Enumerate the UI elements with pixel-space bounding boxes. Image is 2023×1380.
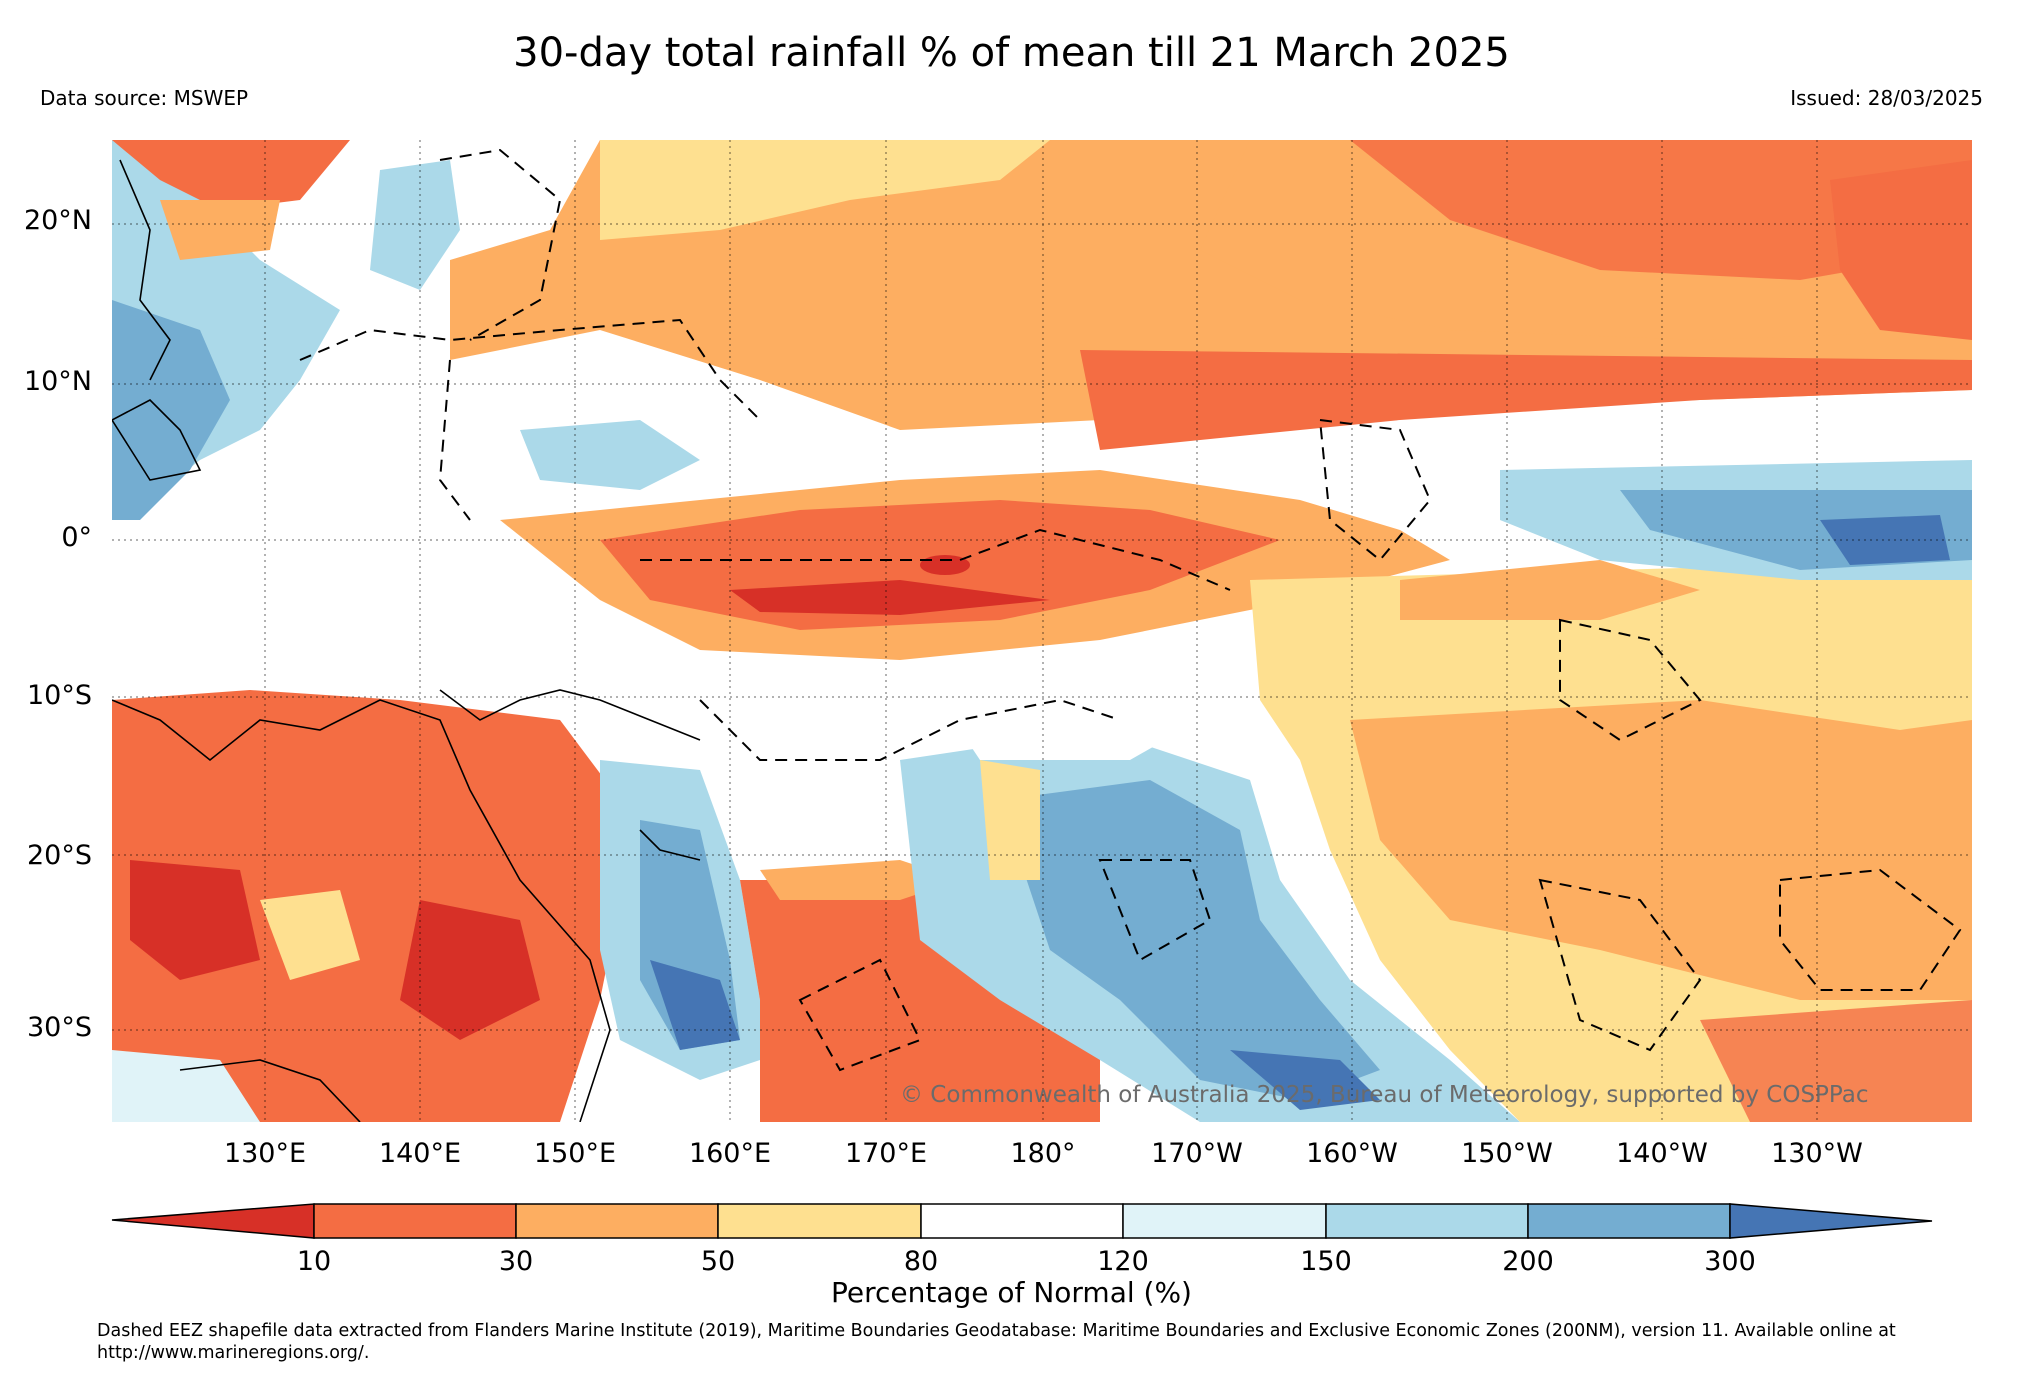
colorbar-tick: 120 [1097, 1246, 1149, 1277]
lon-label: 170°E [844, 1138, 928, 1169]
lon-label: 170°W [1151, 1138, 1243, 1169]
lat-label: 30°S [27, 1012, 92, 1043]
copyright-notice: © Commonwealth of Australia 2025, Bureau… [900, 1082, 1869, 1108]
lon-label: 180° [1010, 1138, 1076, 1169]
colorbar-120-150 [1122, 1203, 1327, 1239]
lon-label: 160°W [1306, 1138, 1398, 1169]
lon-label: 140°E [378, 1138, 462, 1169]
colorbar-10-30 [313, 1203, 517, 1239]
lon-label: 140°W [1616, 1138, 1708, 1169]
colorbar-tick: 300 [1704, 1246, 1756, 1277]
colorbar-30-50 [515, 1203, 719, 1239]
data-source: Data source: MSWEP [40, 86, 249, 110]
lat-label: 20°N [23, 205, 92, 236]
lon-label: 160°E [688, 1138, 772, 1169]
eez-boundaries [299, 148, 1962, 1072]
lon-label: 150°W [1461, 1138, 1553, 1169]
colorbar [111, 1203, 1933, 1239]
colorbar-tick: 30 [498, 1246, 534, 1277]
colorbar-tick: 80 [903, 1246, 939, 1277]
colorbar-200-300 [1527, 1203, 1731, 1239]
colorbar-gt300 [1729, 1203, 1933, 1239]
lat-label: 20°S [27, 840, 92, 871]
colorbar-tick: 200 [1502, 1246, 1554, 1277]
issued-date: Issued: 28/03/2025 [1790, 86, 1983, 110]
coastlines [112, 159, 701, 1122]
footnote: Dashed EEZ shapefile data extracted from… [97, 1321, 1896, 1363]
colorbar-title: Percentage of Normal (%) [831, 1276, 1192, 1309]
colorbar-lt10 [111, 1203, 315, 1239]
lat-label: 10°S [27, 680, 92, 711]
lon-label: 130°W [1771, 1138, 1863, 1169]
lon-label: 130°E [223, 1138, 307, 1169]
colorbar-tick: 50 [700, 1246, 736, 1277]
colorbar-50-80 [717, 1203, 922, 1239]
gridlines [112, 140, 1972, 1122]
lat-label: 0° [61, 522, 92, 553]
colorbar-tick: 150 [1300, 1246, 1352, 1277]
colorbar-150-200 [1325, 1203, 1529, 1239]
lon-label: 150°E [533, 1138, 617, 1169]
colorbar-80-120 [920, 1203, 1124, 1239]
lat-label: 10°N [23, 366, 92, 397]
colorbar-tick: 10 [296, 1246, 332, 1277]
rainfall-field [112, 140, 1972, 1122]
page-title: 30-day total rainfall % of mean till 21 … [513, 30, 1510, 76]
